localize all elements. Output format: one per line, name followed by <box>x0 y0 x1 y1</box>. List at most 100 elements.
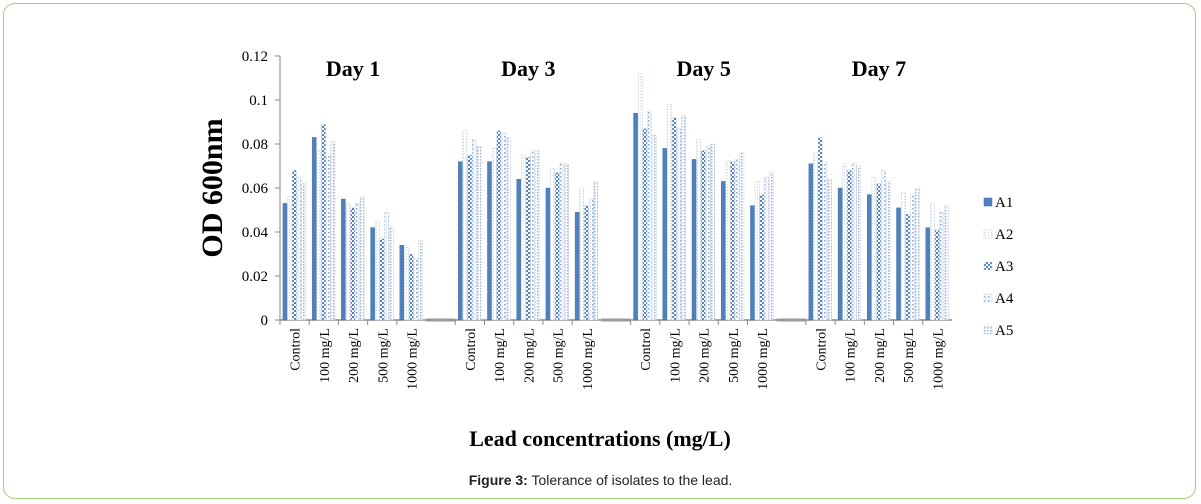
x-tick-label: 500 mg/L <box>902 328 917 383</box>
legend-swatch-a2 <box>983 229 993 239</box>
bar-a3 <box>701 150 706 321</box>
bar-a2 <box>316 150 322 321</box>
bar-a3 <box>467 154 472 321</box>
group-gap-marker <box>601 318 631 322</box>
legend-swatch-a1 <box>983 197 993 207</box>
bar-a4 <box>647 110 652 321</box>
bar-a5 <box>885 181 891 321</box>
bar-a1 <box>458 161 463 321</box>
chart: OD 600nm Lead concentrations (mg/L) 0 0.0… <box>196 49 1014 451</box>
bar-a1 <box>516 178 521 321</box>
x-tick-label: 200 mg/L <box>522 328 537 383</box>
bar-a3 <box>555 172 560 321</box>
bar-a3 <box>379 238 385 321</box>
bar-a4 <box>501 132 506 321</box>
bar-a4 <box>296 176 302 321</box>
bar-a3 <box>759 194 765 321</box>
bar-a4 <box>822 161 828 321</box>
bar-a4 <box>705 145 711 321</box>
bar-a5 <box>710 143 715 321</box>
group-label: Day 7 <box>852 56 906 81</box>
bar-a3 <box>905 214 911 321</box>
x-tick-label: 100 mg/L <box>844 328 859 383</box>
bar-a5 <box>564 163 569 321</box>
x-tick-label: Control <box>815 328 830 371</box>
x-tick-label: 100 mg/L <box>318 328 333 383</box>
bar-a5 <box>914 187 920 321</box>
bar-a4 <box>588 198 594 321</box>
bar-a5 <box>652 134 657 321</box>
x-tick-label: 500 mg/L <box>727 328 742 383</box>
bar-a4 <box>735 159 740 321</box>
bar-a4 <box>530 150 535 321</box>
y-tick-label: 0.02 <box>242 269 268 285</box>
bar-a2 <box>491 148 497 321</box>
y-tick-label: 0.08 <box>242 137 268 153</box>
x-tick-label: 200 mg/L <box>873 328 888 383</box>
bar-a1 <box>370 227 375 321</box>
bar-a3 <box>408 253 414 321</box>
bar-a4 <box>559 163 565 321</box>
bar-a2 <box>579 187 585 321</box>
x-tick-label: 100 mg/L <box>668 328 683 383</box>
legend-label: A4 <box>995 291 1014 307</box>
legend-label: A2 <box>995 227 1013 243</box>
group-label: Day 1 <box>326 56 380 81</box>
bar-a3 <box>496 130 502 321</box>
bar-a5 <box>418 240 423 321</box>
bar-a4 <box>325 154 331 321</box>
figure-caption: Figure 3: Tolerance of isolates to the l… <box>0 472 1201 488</box>
bar-a5 <box>301 183 306 321</box>
bar-a4 <box>910 194 915 321</box>
legend-swatch-a4 <box>983 293 993 303</box>
legend-swatch-a3 <box>983 261 993 271</box>
legend-label: A5 <box>995 323 1013 339</box>
figure-label: Figure 3: <box>468 472 528 488</box>
y-tick-label: 0.12 <box>242 49 268 65</box>
bar-a1 <box>750 205 755 321</box>
bar-a5 <box>768 172 774 321</box>
bar-a5 <box>856 165 862 321</box>
x-tick-label: Control <box>464 328 479 371</box>
bar-a5 <box>593 181 599 321</box>
bar-a2 <box>345 203 351 321</box>
bar-a2 <box>638 73 643 321</box>
x-tick-label: 1000 mg/L <box>581 328 596 390</box>
bar-a2 <box>521 154 526 321</box>
bar-a2 <box>725 161 731 321</box>
legend-label: A3 <box>995 259 1013 275</box>
bar-a2 <box>667 104 672 321</box>
group-gap-marker <box>426 318 456 322</box>
bar-a2 <box>871 176 877 321</box>
bar-a4 <box>472 139 477 321</box>
y-tick-label: 0 <box>261 313 269 329</box>
x-tick-label: 1000 mg/L <box>756 328 771 390</box>
bar-a3 <box>934 229 940 321</box>
legend-label: A1 <box>995 195 1013 211</box>
x-tick-label: 100 mg/L <box>493 328 508 383</box>
bar-a2 <box>842 163 848 321</box>
bar-a5 <box>389 227 394 321</box>
bar-a3 <box>350 207 355 321</box>
bar-a1 <box>808 163 814 321</box>
bar-a1 <box>925 227 930 321</box>
bar-a2 <box>550 167 555 321</box>
bar-a4 <box>355 203 360 321</box>
bar-a3 <box>817 137 823 321</box>
bar-a3 <box>847 170 852 321</box>
bar-a4 <box>939 211 945 321</box>
bar-a3 <box>584 205 589 321</box>
bar-a1 <box>837 187 843 321</box>
bar-a1 <box>545 187 551 321</box>
bar-a1 <box>662 148 668 321</box>
bar-a4 <box>384 211 389 321</box>
bar-a2 <box>375 220 380 321</box>
bar-a4 <box>881 170 886 321</box>
y-tick-label: 0.06 <box>242 181 269 197</box>
y-tick-label: 0.04 <box>242 225 269 241</box>
group-gap-marker <box>776 318 806 322</box>
bar-a2 <box>813 152 818 321</box>
bar-a2 <box>404 247 409 321</box>
x-tick-label: 1000 mg/L <box>405 328 420 390</box>
bar-a1 <box>633 112 638 321</box>
